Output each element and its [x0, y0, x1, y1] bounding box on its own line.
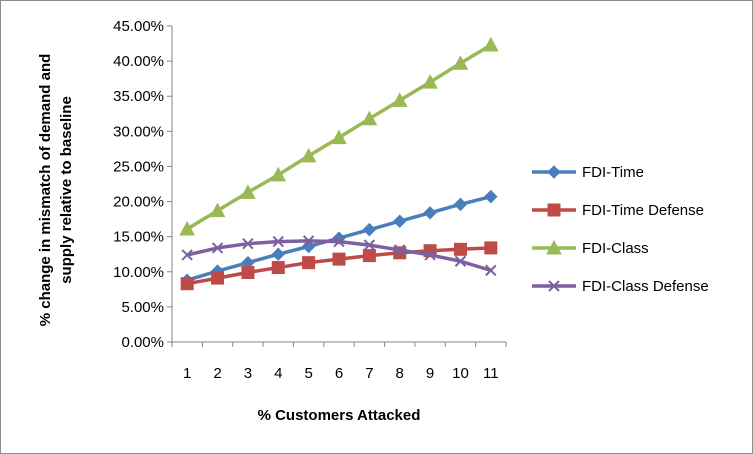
- data-point: [362, 222, 377, 237]
- data-point: [484, 189, 498, 204]
- legend-label: FDI-Time: [582, 164, 644, 181]
- data-point: [453, 197, 468, 212]
- x-tick-label: 1: [183, 365, 191, 382]
- y-tick-label: 30.00%: [113, 123, 164, 140]
- data-point: [393, 214, 407, 228]
- y-tick-label: 5.00%: [121, 299, 164, 316]
- legend-marker: [546, 239, 562, 255]
- y-tick-label: 20.00%: [113, 194, 164, 211]
- data-point: [302, 235, 315, 247]
- data-point: [362, 249, 376, 263]
- x-axis-title: % Customers Attacked: [258, 407, 421, 424]
- y-axis-title: % change in mismatch of demand and suppl…: [37, 54, 75, 327]
- legend-item: FDI-Time Defense: [532, 202, 704, 219]
- data-point: [363, 239, 376, 251]
- data-point: [485, 264, 497, 277]
- data-point: [300, 147, 317, 163]
- data-point: [240, 184, 256, 199]
- legend-label: FDI-Time Defense: [582, 202, 704, 219]
- series-layer: [179, 36, 499, 291]
- data-point: [180, 277, 194, 291]
- legend-item: FDI-Time: [532, 164, 644, 181]
- data-point: [454, 255, 467, 267]
- data-point: [270, 166, 287, 182]
- data-point: [482, 36, 499, 52]
- x-tick-label: 3: [244, 365, 252, 382]
- legend: FDI-Time FDI-Time Defense FDI-Class FDI-Cla…: [532, 164, 709, 295]
- data-point: [391, 92, 408, 107]
- data-point: [209, 202, 226, 218]
- data-point: [242, 237, 254, 250]
- x-mark-stroke: [181, 249, 193, 261]
- data-point: [423, 206, 437, 220]
- y-axis-title-line-2: supply relative to baseline: [58, 96, 75, 284]
- x-tick-labels: 1 2 3 4 5 6 7 8 9 10 11: [183, 365, 499, 382]
- x-mark-stroke: [242, 237, 254, 250]
- legend-marker: [548, 280, 560, 292]
- x-tick-label: 11: [483, 365, 499, 382]
- data-point: [271, 261, 285, 275]
- x-tick-label: 2: [213, 365, 221, 382]
- data-point: [241, 265, 255, 279]
- x-mark-stroke: [454, 255, 467, 267]
- data-point: [181, 249, 193, 261]
- y-tick-label: 45.00%: [113, 18, 164, 35]
- data-point: [422, 74, 438, 89]
- axes: [167, 25, 507, 347]
- data-point: [271, 247, 285, 261]
- y-tick-label: 15.00%: [113, 229, 164, 246]
- data-point: [331, 129, 347, 145]
- y-axis-title-line-1: % change in mismatch of demand and: [37, 54, 54, 327]
- y-tick-label: 0.00%: [121, 334, 164, 351]
- data-point: [361, 110, 378, 126]
- x-mark-stroke: [548, 280, 560, 292]
- data-point: [179, 220, 196, 236]
- x-mark-stroke: [302, 235, 315, 247]
- x-tick-label: 8: [396, 365, 404, 382]
- data-point: [394, 244, 406, 256]
- data-point: [211, 271, 225, 285]
- x-tick-label: 9: [426, 365, 434, 382]
- data-point: [333, 235, 345, 248]
- legend-item: FDI-Class: [532, 239, 649, 257]
- data-point: [211, 242, 224, 254]
- legend-label: FDI-Class Defense: [582, 278, 709, 295]
- x-tick-label: 5: [304, 365, 312, 382]
- data-point: [452, 55, 469, 70]
- legend-marker: [547, 165, 561, 179]
- legend-marker: [547, 203, 561, 217]
- y-tick-label: 40.00%: [113, 53, 164, 70]
- series-fdi-class: [179, 36, 499, 236]
- series-fdi-class-defense: [181, 235, 497, 277]
- x-tick-label: 4: [274, 365, 282, 382]
- x-mark-stroke: [272, 235, 284, 248]
- data-point: [272, 235, 284, 248]
- y-tick-labels: 0.00% 5.00% 10.00% 15.00% 20.00% 25.00% 30.00%…: [113, 18, 164, 351]
- x-mark-stroke: [211, 242, 224, 254]
- data-point: [332, 252, 346, 266]
- series-fdi-time-defense: [180, 241, 498, 291]
- y-tick-label: 10.00%: [113, 264, 164, 281]
- x-mark-stroke: [424, 249, 436, 261]
- x-mark-stroke: [363, 239, 376, 251]
- y-tick-label: 25.00%: [113, 158, 164, 175]
- legend-label: FDI-Class: [582, 240, 649, 257]
- x-mark-stroke: [394, 244, 406, 256]
- y-tick-label: 35.00%: [113, 88, 164, 105]
- data-point: [453, 242, 467, 256]
- x-tick-label: 7: [365, 365, 373, 382]
- data-point: [484, 241, 498, 255]
- x-tick-label: 10: [452, 365, 469, 382]
- data-point: [424, 249, 436, 261]
- x-mark-stroke: [485, 264, 497, 277]
- data-point: [302, 256, 316, 270]
- x-mark-stroke: [333, 235, 345, 248]
- legend-item: FDI-Class Defense: [532, 278, 709, 295]
- x-tick-label: 6: [335, 365, 343, 382]
